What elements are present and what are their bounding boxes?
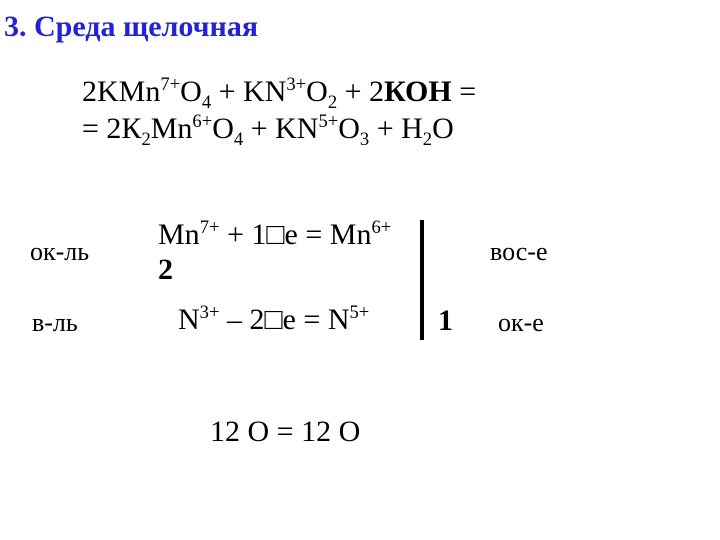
half-reaction-oxidation: N3+ – 2□е = N5+ [178, 303, 369, 337]
equation-line-2: = 2К2Mn6+O4 + KN5+O3 + H2O [82, 112, 454, 146]
half-reaction-reduction: Mn7+ + 1□е = Mn6+ [158, 218, 391, 252]
slide: 3. Среда щелочная 2KMn7+O4 + KN3+O2 + 2К… [0, 0, 720, 540]
label-reduction: вос-е [490, 237, 547, 267]
coef-reduction: 2 [158, 253, 173, 287]
oxygen-balance: 12 О = 12 О [210, 415, 360, 449]
label-oxidizer: ок-ль [30, 237, 89, 267]
vertical-divider [420, 220, 424, 340]
label-oxidation: ок-е [498, 308, 544, 338]
coef-oxidation: 1 [438, 304, 453, 338]
section-heading: 3. Среда щелочная [4, 10, 258, 44]
equation-line-1: 2KMn7+O4 + KN3+O2 + 2КОН = [82, 75, 476, 109]
label-reducer: в-ль [32, 308, 78, 338]
